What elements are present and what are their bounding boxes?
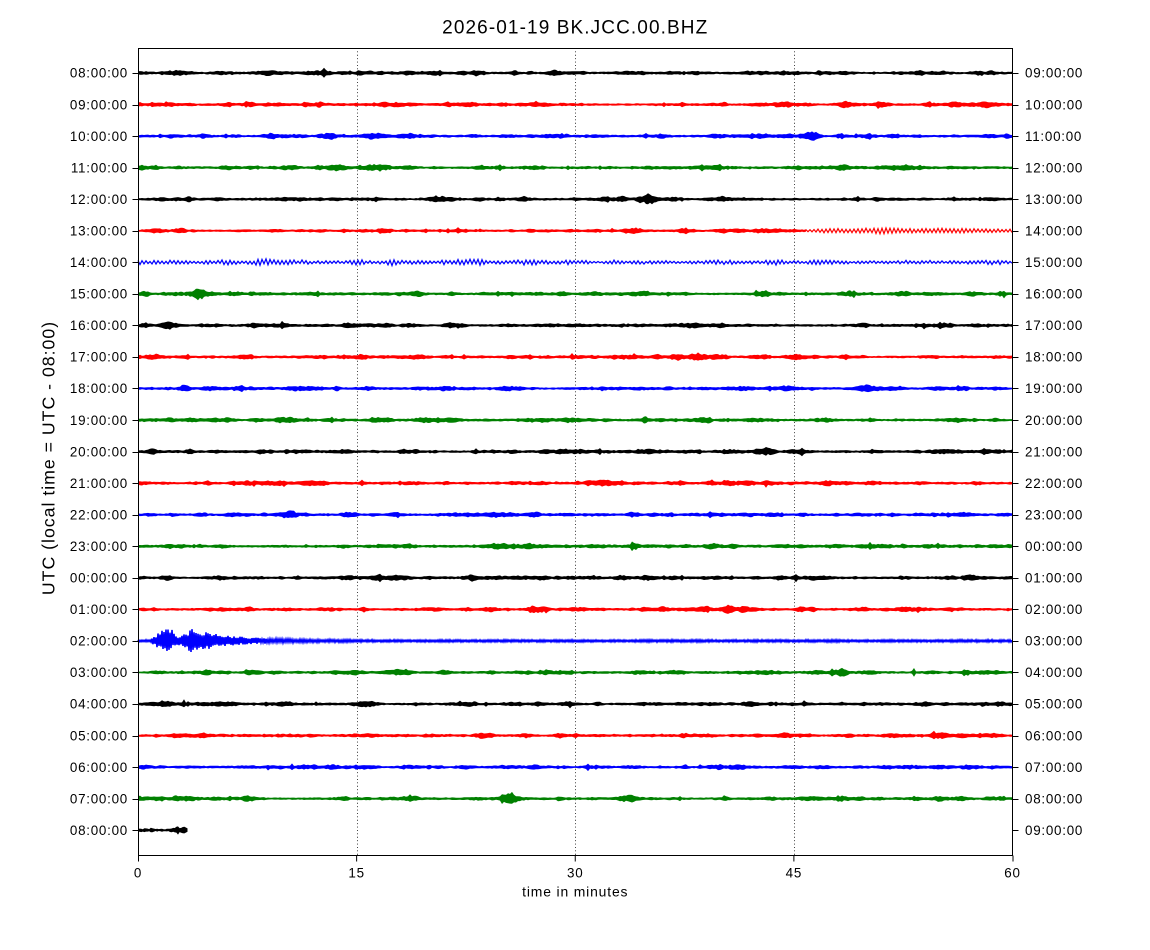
svg-text:01:00:00: 01:00:00 bbox=[1025, 571, 1083, 586]
svg-text:09:00:00: 09:00:00 bbox=[1025, 66, 1083, 81]
svg-text:02:00:00: 02:00:00 bbox=[1025, 602, 1083, 617]
svg-text:60: 60 bbox=[1004, 866, 1020, 881]
svg-text:15:00:00: 15:00:00 bbox=[1025, 255, 1083, 270]
svg-text:16:00:00: 16:00:00 bbox=[1025, 287, 1083, 302]
svg-text:14:00:00: 14:00:00 bbox=[70, 255, 128, 270]
svg-text:03:00:00: 03:00:00 bbox=[70, 665, 128, 680]
svg-text:12:00:00: 12:00:00 bbox=[1025, 160, 1083, 175]
svg-text:20:00:00: 20:00:00 bbox=[1025, 413, 1083, 428]
svg-text:15: 15 bbox=[348, 866, 364, 881]
svg-text:01:00:00: 01:00:00 bbox=[70, 602, 128, 617]
svg-text:06:00:00: 06:00:00 bbox=[1025, 728, 1083, 743]
svg-text:22:00:00: 22:00:00 bbox=[70, 507, 128, 522]
svg-text:03:00:00: 03:00:00 bbox=[1025, 634, 1083, 649]
svg-text:13:00:00: 13:00:00 bbox=[70, 223, 128, 238]
svg-text:08:00:00: 08:00:00 bbox=[1025, 791, 1083, 806]
svg-text:04:00:00: 04:00:00 bbox=[1025, 665, 1083, 680]
svg-text:45: 45 bbox=[786, 866, 802, 881]
svg-text:18:00:00: 18:00:00 bbox=[70, 381, 128, 396]
svg-text:2026-01-19 BK.JCC.00.BHZ: 2026-01-19 BK.JCC.00.BHZ bbox=[442, 18, 708, 39]
svg-text:21:00:00: 21:00:00 bbox=[1025, 444, 1083, 459]
svg-text:00:00:00: 00:00:00 bbox=[1025, 539, 1083, 554]
svg-text:15:00:00: 15:00:00 bbox=[70, 287, 128, 302]
svg-text:05:00:00: 05:00:00 bbox=[70, 728, 128, 743]
svg-text:06:00:00: 06:00:00 bbox=[70, 760, 128, 775]
svg-text:23:00:00: 23:00:00 bbox=[1025, 507, 1083, 522]
svg-text:10:00:00: 10:00:00 bbox=[70, 129, 128, 144]
svg-text:16:00:00: 16:00:00 bbox=[70, 318, 128, 333]
svg-text:13:00:00: 13:00:00 bbox=[1025, 192, 1083, 207]
svg-text:08:00:00: 08:00:00 bbox=[70, 66, 128, 81]
svg-text:20:00:00: 20:00:00 bbox=[70, 444, 128, 459]
svg-text:17:00:00: 17:00:00 bbox=[1025, 318, 1083, 333]
svg-text:UTC (local time = UTC - 08:00): UTC (local time = UTC - 08:00) bbox=[39, 321, 59, 595]
svg-text:00:00:00: 00:00:00 bbox=[70, 571, 128, 586]
svg-text:09:00:00: 09:00:00 bbox=[70, 97, 128, 112]
svg-text:21:00:00: 21:00:00 bbox=[70, 476, 128, 491]
svg-text:10:00:00: 10:00:00 bbox=[1025, 97, 1083, 112]
svg-text:22:00:00: 22:00:00 bbox=[1025, 476, 1083, 491]
svg-text:14:00:00: 14:00:00 bbox=[1025, 223, 1083, 238]
svg-text:07:00:00: 07:00:00 bbox=[1025, 760, 1083, 775]
svg-text:07:00:00: 07:00:00 bbox=[70, 791, 128, 806]
svg-text:12:00:00: 12:00:00 bbox=[70, 192, 128, 207]
svg-text:18:00:00: 18:00:00 bbox=[1025, 350, 1083, 365]
svg-text:17:00:00: 17:00:00 bbox=[70, 350, 128, 365]
svg-text:02:00:00: 02:00:00 bbox=[70, 634, 128, 649]
svg-text:05:00:00: 05:00:00 bbox=[1025, 697, 1083, 712]
svg-text:09:00:00: 09:00:00 bbox=[1025, 823, 1083, 838]
svg-text:0: 0 bbox=[134, 866, 142, 881]
svg-text:time in minutes: time in minutes bbox=[522, 884, 628, 900]
svg-text:19:00:00: 19:00:00 bbox=[70, 413, 128, 428]
svg-text:08:00:00: 08:00:00 bbox=[70, 823, 128, 838]
svg-text:11:00:00: 11:00:00 bbox=[71, 160, 128, 175]
svg-text:04:00:00: 04:00:00 bbox=[70, 697, 128, 712]
svg-text:23:00:00: 23:00:00 bbox=[70, 539, 128, 554]
svg-text:30: 30 bbox=[567, 866, 583, 881]
svg-text:19:00:00: 19:00:00 bbox=[1025, 381, 1083, 396]
svg-text:11:00:00: 11:00:00 bbox=[1025, 129, 1082, 144]
